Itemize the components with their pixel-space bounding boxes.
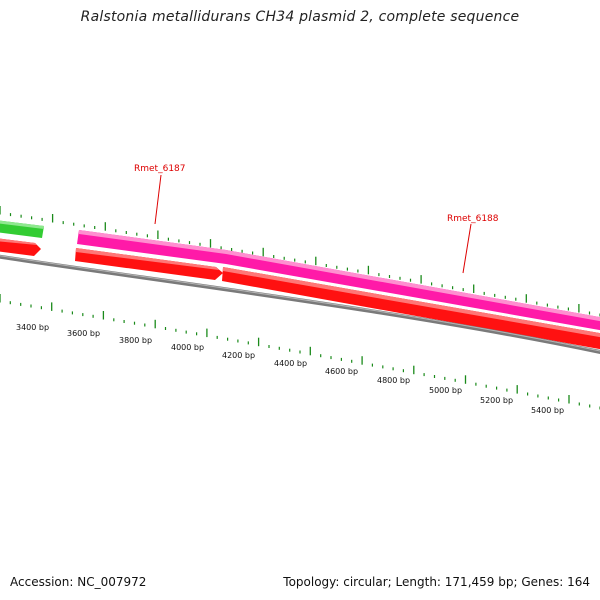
scale-labels: 3400 bp 3600 bp 3800 bp 4000 bp 4200 bp … xyxy=(16,323,564,415)
map-title: Ralstonia metallidurans CH34 plasmid 2, … xyxy=(80,9,520,25)
topology-summary: Topology: circular; Length: 171,459 bp; … xyxy=(283,575,590,589)
lower-tick-track xyxy=(0,294,600,410)
scale-label-4000: 4000 bp xyxy=(171,343,204,352)
scale-label-4200: 4200 bp xyxy=(222,351,255,360)
scale-label-4800: 4800 bp xyxy=(377,376,410,385)
backbone-highlight xyxy=(0,255,600,352)
leader-line-rmet-6188 xyxy=(462,223,472,274)
accession-text: Accession: NC_007972 xyxy=(10,575,147,589)
scale-label-3400: 3400 bp xyxy=(16,323,49,332)
scale-label-5000: 5000 bp xyxy=(429,386,462,395)
gene-green-highlight xyxy=(0,220,44,229)
gene-red-long-highlight xyxy=(223,267,600,338)
scale-label-3800: 3800 bp xyxy=(119,336,152,345)
gene-red-small-highlight xyxy=(0,238,37,245)
gene-red-long[interactable] xyxy=(222,267,600,350)
gene-label-rmet-6188[interactable]: Rmet_6188 xyxy=(447,214,499,224)
gene-red-arrow-left-highlight xyxy=(76,248,219,270)
scale-label-4400: 4400 bp xyxy=(274,359,307,368)
leader-line-rmet-6187 xyxy=(154,174,162,225)
gene-rmet-6187-highlight xyxy=(79,230,226,254)
scale-label-5400: 5400 bp xyxy=(531,406,564,415)
gene-rmet-6188-highlight xyxy=(226,250,600,322)
scale-label-4600: 4600 bp xyxy=(325,367,358,376)
scale-label-3600: 3600 bp xyxy=(67,329,100,338)
gene-label-rmet-6187[interactable]: Rmet_6187 xyxy=(134,164,186,174)
scale-label-5200: 5200 bp xyxy=(480,396,513,405)
upper-tick-track xyxy=(0,206,600,317)
sequence-backbone xyxy=(0,254,600,355)
